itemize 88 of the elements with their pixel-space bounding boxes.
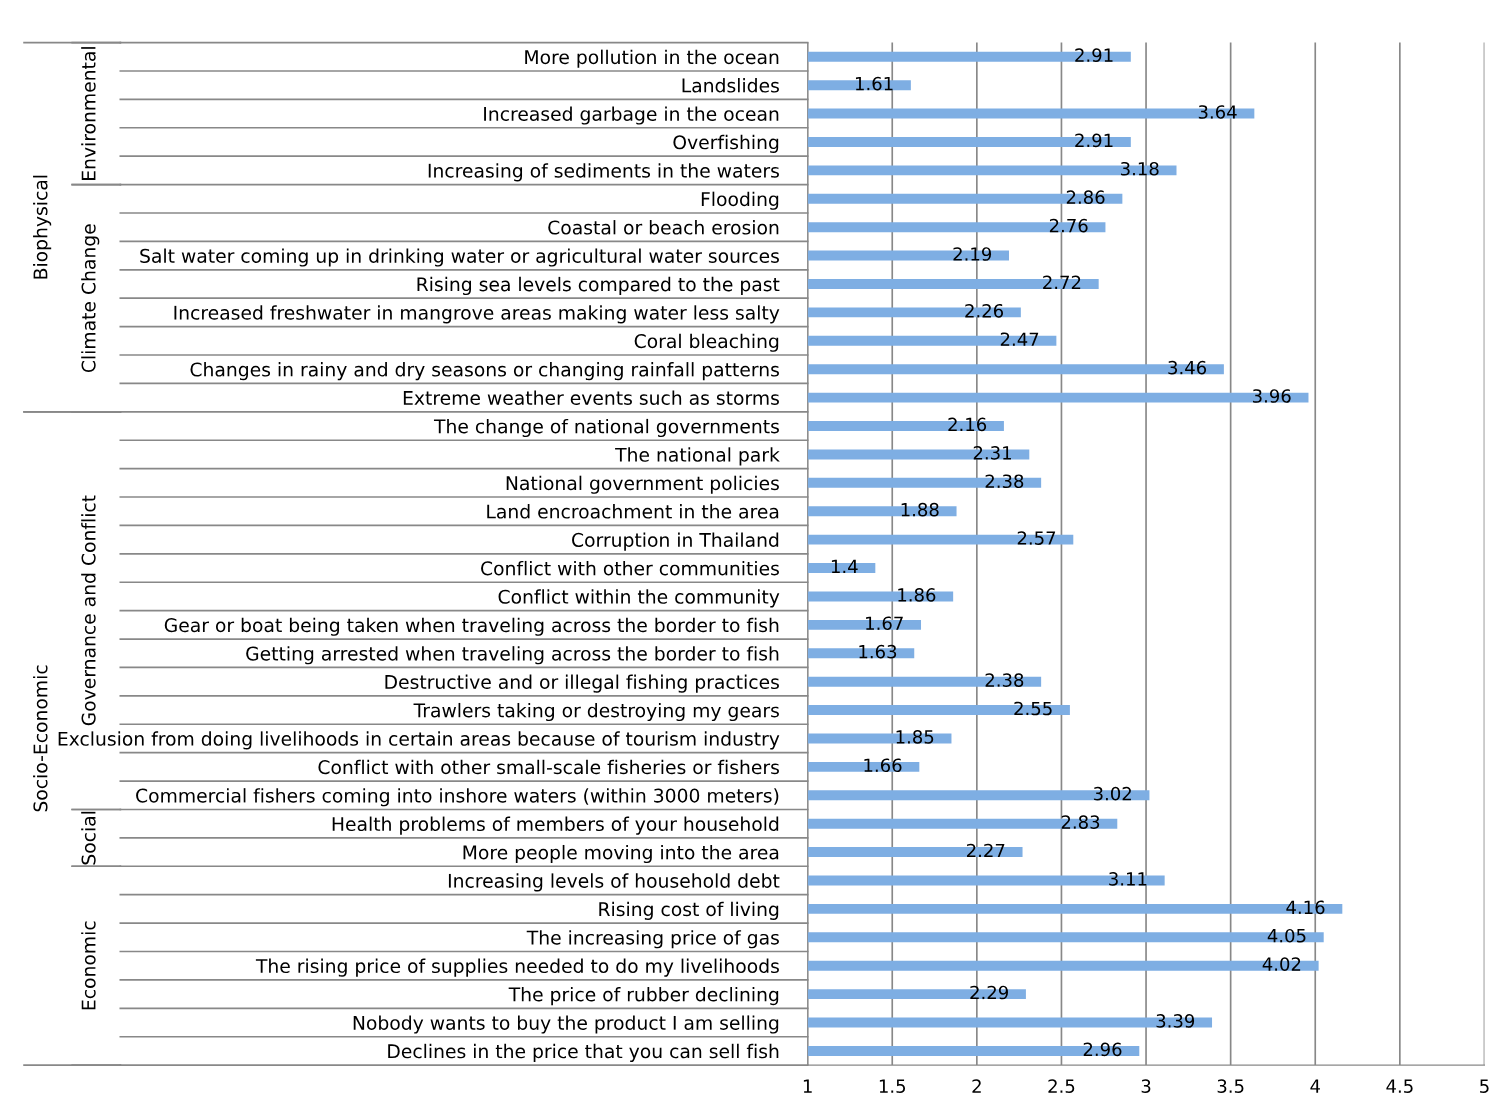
data-label: 2.38 (985, 673, 1024, 687)
y-tick-label: Overfishing (673, 134, 779, 153)
data-label: 2.16 (948, 417, 987, 432)
y-tick-label: Salt water coming up in drinking water or agricultural water sources (140, 248, 779, 267)
y-tick-label: Increased freshwater in mangrove areas making water less salty (174, 305, 780, 324)
data-label: 2.83 (1061, 815, 1100, 829)
y-tick-label: The national park (615, 447, 780, 466)
x-tick-label: 5 (1480, 1079, 1489, 1093)
y-tick-label: Increasing of sediments in the waters (428, 163, 779, 182)
data-label: 3.64 (1198, 105, 1237, 119)
y-tick-label: Coastal or beach erosion (548, 220, 779, 235)
data-label: 2.31 (973, 446, 1011, 460)
x-tick-label: 4 (1310, 1079, 1320, 1093)
data-label: 1.67 (866, 616, 903, 631)
x-tick-label: 3.5 (1217, 1079, 1244, 1093)
data-label: 1.66 (864, 758, 902, 773)
data-label: 4.02 (1262, 957, 1301, 971)
data-label: 3.11 (1109, 872, 1147, 886)
y-tick-label: Changes in rainy and dry seasons or changing rainfall patterns (190, 362, 779, 381)
y-tick-label: Gear or boat being taken when traveling across the border to fish (164, 617, 779, 636)
x-tick-label: 1 (803, 1079, 812, 1093)
data-label: 1.86 (898, 588, 936, 602)
y-tick-label: The price of rubber declining (508, 986, 779, 1006)
y-tick-label: Increased garbage in the ocean (484, 106, 779, 125)
data-label: 4.16 (1286, 900, 1325, 915)
y-tick-label: Coral bleaching (634, 333, 779, 352)
y-tick-label: Increasing levels of household debt (448, 873, 780, 892)
y-tick-label: Landslides (682, 78, 779, 93)
data-label: 2.91 (1075, 133, 1113, 148)
data-label: 1.63 (859, 644, 897, 659)
y-tick-label: Flooding (701, 191, 779, 210)
data-label: 1.61 (855, 76, 893, 91)
y-tick-label: Destructive and or illegal fishing practices (385, 674, 779, 693)
y-tick-label: Nobody wants to buy the product I am selling (353, 1015, 779, 1034)
y-tick-label: The change of national governments (433, 418, 779, 438)
data-label: 2.38 (985, 474, 1024, 489)
data-label: 3.39 (1156, 1014, 1195, 1028)
data-label: 3.46 (1168, 360, 1207, 375)
x-tick-label: 1.5 (879, 1079, 906, 1093)
data-label: 2.96 (1083, 1042, 1122, 1057)
y-tick-label: Commercial fishers coming into inshore waters (within 3000 meters) (136, 788, 779, 807)
y-tick-label: Health problems of members of your household (332, 816, 779, 835)
y-tick-label: More people moving into the area (463, 844, 779, 864)
data-label: 3.96 (1252, 389, 1291, 403)
text: Socio-Economic (33, 665, 48, 812)
y-tick-label: The rising price of supplies needed to do my livelihoods (255, 958, 779, 977)
text: Biophysical (33, 175, 52, 279)
x-tick-label: 3 (1141, 1079, 1151, 1093)
data-label: 2.47 (1000, 332, 1039, 346)
y-tick-label: Declines in the price that you can sell fish (388, 1043, 779, 1062)
text: Governance and Conflict (81, 495, 96, 726)
y-tick-label: The increasing price of gas (526, 930, 779, 949)
text: Economic (81, 921, 96, 1010)
x-tick-label: 4.5 (1386, 1079, 1413, 1093)
y-tick-label: Exclusion from doing livelihoods in certain areas because of tourism industry (58, 731, 780, 750)
data-label: 1.4 (831, 559, 858, 574)
y-tick-label: More pollution in the ocean (525, 49, 779, 68)
y-tick-label: Conflict with other communities (481, 560, 779, 576)
data-label: 3.18 (1121, 161, 1159, 176)
data-label: 2.19 (953, 247, 992, 261)
y-tick-label: Conflict within the community (498, 589, 780, 608)
data-label: 3.02 (1093, 786, 1131, 801)
y-tick-label: Conflict with other small-scale fisheries or fishers (318, 759, 779, 775)
data-label: 2.26 (965, 303, 1004, 318)
data-label: 2.72 (1043, 275, 1081, 289)
y-tick-label: Rising sea levels compared to the past (417, 276, 780, 296)
y-tick-label: Rising cost of living (599, 901, 779, 920)
y-tick-label: Corruption in Thailand (572, 532, 779, 551)
text: Climate Change (81, 224, 100, 373)
data-label: 4.05 (1267, 928, 1306, 943)
data-label: 2.91 (1075, 48, 1113, 62)
data-label: 2.57 (1017, 531, 1056, 545)
y-tick-label: Getting arrested when traveling across the border to fish (246, 646, 779, 665)
data-label: 1.88 (901, 502, 939, 517)
data-label: 2.76 (1049, 218, 1088, 233)
y-tick-label: Extreme weather events such as storms (403, 390, 779, 406)
data-label: 2.27 (966, 843, 1005, 858)
x-tick-label: 2.5 (1048, 1079, 1075, 1093)
data-label: 2.86 (1066, 190, 1105, 205)
data-label: 2.29 (970, 985, 1008, 1000)
data-label: 2.55 (1014, 701, 1052, 716)
text: Environmental (81, 47, 96, 180)
data-label: 1.85 (896, 730, 934, 744)
x-tick-label: 2 (972, 1079, 981, 1093)
y-tick-label: Land encroachment in the area (487, 504, 779, 519)
text: Social (81, 811, 96, 865)
y-tick-label: National government policies (506, 475, 779, 494)
y-tick-label: Trawlers taking or destroying my gears (413, 702, 779, 722)
